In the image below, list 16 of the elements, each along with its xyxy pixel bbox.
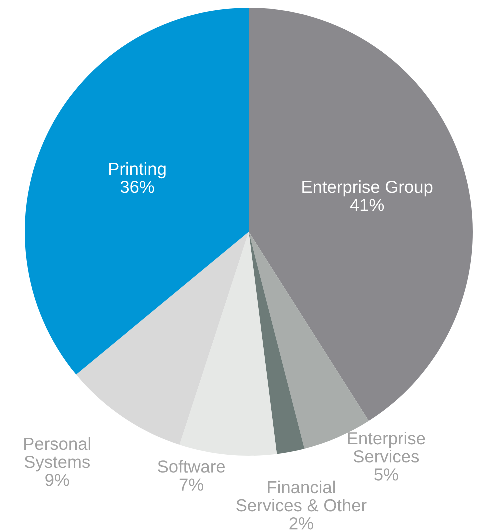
- slice-label: Enterprise Group: [302, 180, 433, 197]
- slice-label: Printing: [110, 162, 166, 179]
- pie-slice: [249, 8, 473, 422]
- pie-slice: [249, 232, 305, 454]
- data-label: 36%: [120, 180, 154, 194]
- data-label: 41%: [350, 199, 384, 212]
- slice-label: Personal Systems: [24, 437, 90, 472]
- data-label: 7%: [180, 478, 204, 491]
- slice-label: Financial Services & Other: [236, 480, 367, 512]
- data-label: 9%: [46, 474, 70, 486]
- data-label: 2%: [290, 517, 314, 530]
- slice-label: Software: [158, 460, 226, 473]
- pie-slice: [25, 8, 249, 375]
- pie-slice: [180, 232, 278, 456]
- slice-label: Enterprise Services: [348, 432, 426, 463]
- data-label: 5%: [374, 468, 398, 481]
